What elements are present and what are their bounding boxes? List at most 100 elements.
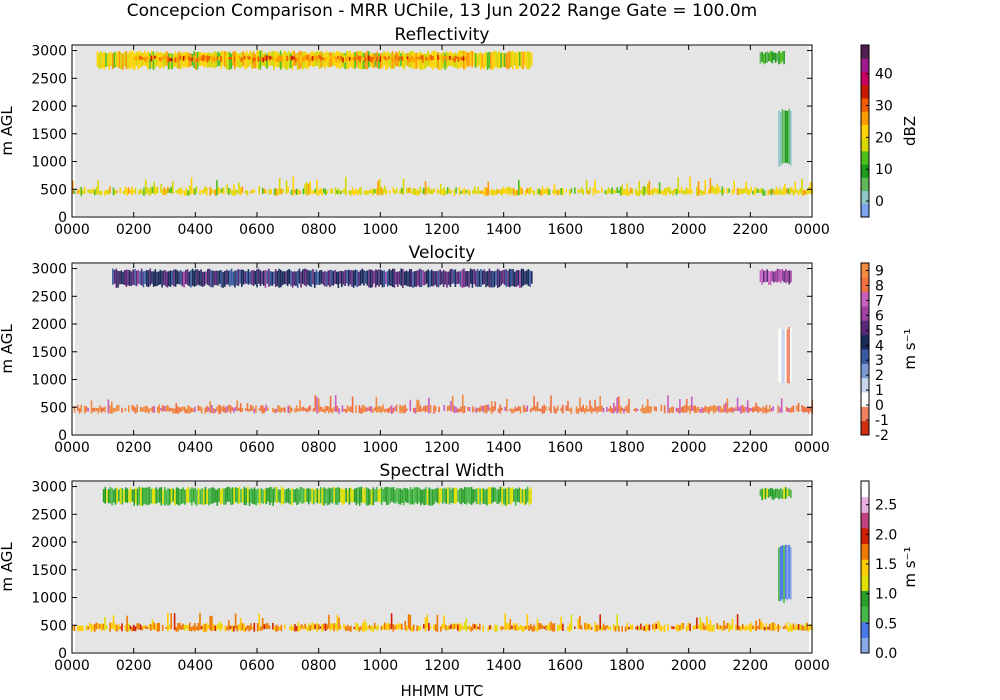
echo-column [334, 269, 336, 284]
echo-column [763, 190, 766, 196]
echo-column [250, 190, 252, 194]
echo-column [802, 189, 805, 196]
x-tick-label: 1400 [486, 658, 522, 674]
echo-column [643, 407, 646, 414]
echo-column [450, 56, 453, 59]
echo-column [289, 489, 291, 505]
echo-column [806, 622, 808, 631]
echo-column [253, 408, 256, 414]
colorbar-tick-label: 9 [875, 263, 884, 279]
echo-column [151, 406, 154, 413]
echo-column [178, 622, 181, 630]
colorbar-tick-label: 2.0 [875, 527, 897, 543]
echo-column [529, 270, 531, 287]
echo-column [802, 406, 805, 413]
echo-column [757, 188, 759, 193]
echo-column [495, 270, 497, 286]
echo-column [181, 52, 184, 67]
echo-column [105, 625, 108, 629]
y-tick-label: 3000 [31, 44, 67, 60]
echo-column [202, 189, 205, 195]
y-tick-label: 500 [40, 400, 67, 416]
echo-column [247, 53, 250, 68]
echo-column [679, 625, 681, 631]
echo-column [689, 176, 691, 195]
echo-column [433, 405, 435, 414]
echo-column [518, 179, 520, 196]
echo-column [152, 271, 155, 287]
echo-column [783, 545, 785, 603]
echo-column [220, 56, 222, 62]
echo-column [185, 269, 187, 284]
echo-column [275, 624, 278, 632]
echo-column [440, 626, 442, 632]
echo-column [242, 57, 244, 60]
echo-column [514, 271, 516, 287]
echo-column [208, 268, 211, 287]
echo-column [299, 400, 301, 412]
colorbar-segment [861, 277, 869, 293]
echo-column [159, 57, 161, 61]
echo-column [353, 488, 356, 503]
echo-column [782, 187, 785, 195]
echo-column [321, 624, 323, 632]
echo-column [378, 406, 381, 412]
echo-column [324, 623, 327, 631]
echo-column [497, 408, 500, 413]
echo-column [614, 190, 617, 194]
echo-column [568, 408, 571, 412]
echo-column [148, 624, 150, 629]
echo-column [580, 625, 583, 630]
echo-column [716, 183, 718, 195]
echo-column [173, 408, 176, 414]
echo-column [292, 489, 295, 503]
echo-column [594, 399, 596, 412]
echo-column [118, 271, 121, 285]
echo-column [516, 623, 518, 631]
echo-column [274, 56, 276, 62]
echo-column [438, 57, 441, 60]
echo-column [430, 55, 432, 61]
echo-column [680, 622, 683, 631]
echo-column [237, 55, 239, 60]
echo-column [403, 53, 406, 70]
echo-column [585, 622, 588, 631]
echo-column [288, 51, 290, 69]
echo-column [697, 624, 700, 629]
echo-column [457, 489, 459, 502]
echo-column [234, 270, 236, 288]
echo-column [235, 55, 237, 62]
echo-column [94, 189, 96, 196]
echo-column [713, 186, 715, 194]
echo-column [361, 51, 363, 70]
echo-column [773, 489, 775, 500]
echo-column [557, 624, 559, 632]
echo-column [653, 406, 656, 411]
x-tick-label: 2000 [671, 222, 707, 238]
echo-column [207, 269, 209, 285]
echo-column [374, 55, 377, 61]
echo-column [436, 188, 439, 194]
echo-column [369, 489, 371, 505]
echo-column [592, 187, 595, 196]
echo-column [692, 405, 695, 411]
echo-column [590, 405, 593, 414]
echo-column [194, 487, 196, 505]
echo-column [253, 487, 256, 505]
echo-column [137, 270, 140, 284]
echo-column [370, 189, 373, 194]
echo-column [268, 268, 270, 287]
echo-column [116, 487, 118, 503]
echo-column [116, 624, 118, 632]
echo-column [724, 402, 727, 413]
echo-column [718, 405, 720, 413]
echo-column [783, 329, 785, 384]
echo-column [224, 625, 227, 632]
echo-column [602, 623, 605, 631]
echo-column [211, 405, 213, 413]
echo-column [468, 52, 470, 67]
x-tick-label: 2000 [671, 658, 707, 674]
echo-column [501, 487, 503, 506]
echo-column [429, 271, 431, 288]
